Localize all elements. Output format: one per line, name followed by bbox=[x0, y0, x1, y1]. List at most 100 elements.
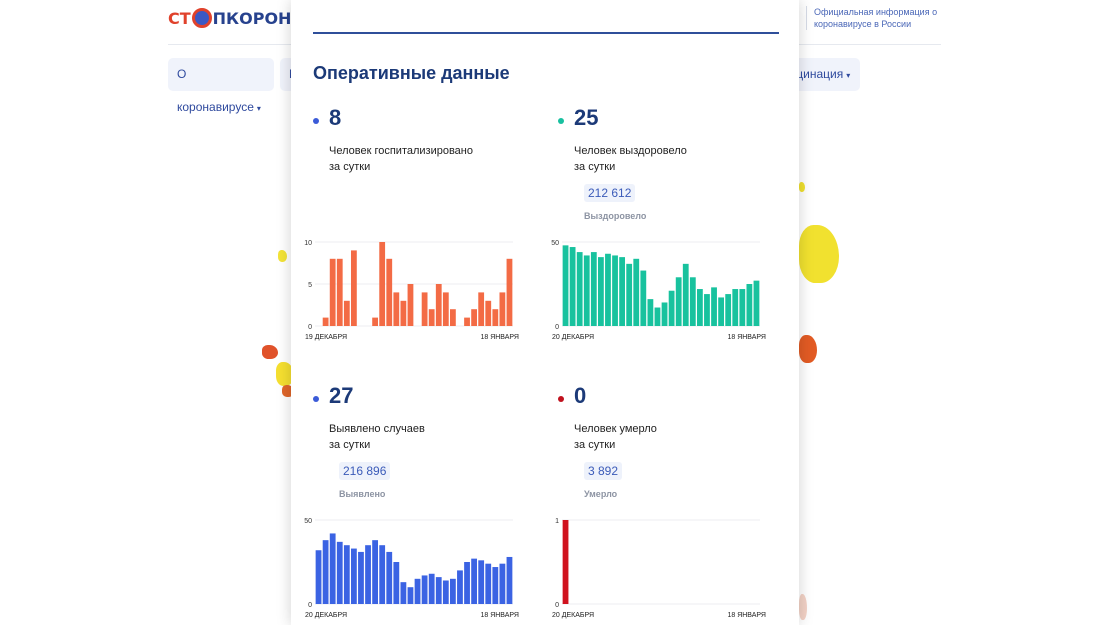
bar bbox=[400, 582, 407, 604]
bar bbox=[562, 520, 569, 604]
bar bbox=[372, 317, 379, 326]
stat-value: 8 bbox=[329, 105, 342, 130]
bar bbox=[315, 550, 322, 604]
bar bbox=[725, 294, 732, 326]
y-tick-label: 1 bbox=[555, 518, 559, 525]
bar bbox=[732, 289, 739, 326]
map-region bbox=[799, 594, 807, 620]
bar bbox=[442, 292, 449, 326]
bar bbox=[350, 548, 357, 604]
bar bbox=[393, 562, 400, 604]
bar bbox=[350, 250, 357, 326]
bar bbox=[343, 300, 350, 326]
map-region bbox=[276, 362, 294, 386]
panel-top-divider bbox=[313, 32, 779, 34]
y-tick-label: 50 bbox=[304, 518, 312, 525]
bar bbox=[746, 284, 753, 326]
bar bbox=[597, 257, 604, 326]
stat-total-value: 3 892 bbox=[584, 462, 623, 480]
stat-total-label: Выздоровело bbox=[584, 211, 647, 221]
bar bbox=[569, 247, 576, 326]
stat-caption: Человек умерло за сутки bbox=[574, 421, 657, 453]
map-region bbox=[799, 182, 805, 192]
menu-item-about[interactable]: О коронавирусе ▾ bbox=[168, 58, 274, 114]
bar bbox=[492, 567, 499, 604]
stat-caption-line1: Человек умерло bbox=[574, 423, 657, 435]
bar bbox=[336, 258, 343, 326]
bar bbox=[421, 292, 428, 326]
stat-dot-icon bbox=[313, 118, 319, 124]
panel-title: Оперативные данные bbox=[313, 63, 510, 83]
bar bbox=[668, 290, 675, 326]
bar bbox=[506, 556, 513, 604]
chart-recovered: 50 0 20 ДЕКАБРЯ 18 ЯНВАРЯ bbox=[550, 236, 768, 341]
chart-hospitalized: 10 5 0 19 ДЕКАБРЯ 18 ЯНВАРЯ bbox=[303, 236, 521, 341]
stat-caption-line2: за сутки bbox=[574, 439, 616, 451]
bar bbox=[739, 289, 746, 326]
x-end-label: 18 ЯНВАРЯ bbox=[480, 334, 519, 341]
bar bbox=[358, 551, 364, 604]
bar bbox=[485, 300, 492, 326]
bar bbox=[464, 317, 470, 326]
bar bbox=[329, 533, 336, 604]
bar bbox=[393, 292, 400, 326]
y-tick-label: 0 bbox=[308, 324, 312, 331]
stat-caption-line2: за сутки bbox=[329, 439, 371, 451]
stat-caption: Выявлено случаев за сутки bbox=[329, 421, 425, 453]
stat-value: 0 bbox=[574, 383, 587, 408]
bar bbox=[449, 578, 456, 604]
bar bbox=[336, 541, 343, 604]
bar bbox=[421, 575, 428, 604]
bar bbox=[753, 280, 760, 326]
operational-data-panel: Оперативные данные 8 Человек госпитализи… bbox=[291, 0, 799, 625]
stat-total-value: 216 896 bbox=[339, 462, 391, 480]
bar bbox=[322, 540, 329, 604]
bar bbox=[442, 580, 449, 604]
bar bbox=[414, 578, 421, 604]
bar bbox=[322, 317, 329, 326]
y-tick-label: 10 bbox=[304, 240, 312, 247]
bar bbox=[612, 255, 618, 326]
stat-caption-line1: Человек выздоровело bbox=[574, 145, 687, 157]
caret-down-icon: ▾ bbox=[256, 104, 261, 113]
x-start-label: 20 ДЕКАБРЯ bbox=[305, 612, 347, 619]
bar bbox=[471, 558, 478, 604]
stat-hospitalized: 8 Человек госпитализировано за сутки bbox=[313, 105, 553, 225]
stat-detected: 27 Выявлено случаев за сутки 216 896 Выя… bbox=[313, 383, 553, 508]
bar bbox=[506, 258, 513, 326]
bar bbox=[435, 284, 442, 326]
map-region bbox=[799, 225, 839, 283]
bar bbox=[372, 540, 379, 604]
stat-recovered: 25 Человек выздоровело за сутки 212 612 … bbox=[558, 105, 798, 230]
bar bbox=[386, 551, 393, 604]
bar bbox=[449, 309, 456, 326]
map-region bbox=[262, 345, 278, 359]
map-region bbox=[278, 250, 287, 262]
bar bbox=[576, 252, 583, 326]
bar bbox=[329, 258, 336, 326]
stat-caption-line2: за сутки bbox=[574, 161, 616, 173]
bar bbox=[647, 299, 654, 326]
stat-caption-line1: Человек госпитализировано bbox=[329, 145, 473, 157]
bar bbox=[478, 560, 485, 604]
bar bbox=[499, 563, 506, 604]
bar bbox=[711, 287, 717, 326]
x-start-label: 20 ДЕКАБРЯ bbox=[552, 334, 594, 341]
stat-total-value: 212 612 bbox=[584, 184, 636, 202]
x-end-label: 18 ЯНВАРЯ bbox=[727, 612, 766, 619]
y-tick-label: 50 bbox=[551, 240, 559, 247]
bar bbox=[661, 302, 668, 326]
bar bbox=[562, 245, 569, 326]
bar bbox=[428, 573, 435, 604]
bar bbox=[499, 292, 506, 326]
stat-caption: Человек выздоровело за сутки bbox=[574, 143, 687, 175]
bar bbox=[379, 242, 386, 326]
stat-value: 25 bbox=[574, 105, 599, 130]
x-end-label: 18 ЯНВАРЯ bbox=[727, 334, 766, 341]
bar bbox=[682, 263, 689, 326]
x-end-label: 18 ЯНВАРЯ bbox=[480, 612, 519, 619]
stat-dot-icon bbox=[558, 118, 564, 124]
bar bbox=[619, 257, 626, 326]
stat-dot-icon bbox=[313, 396, 319, 402]
bar bbox=[626, 263, 633, 326]
